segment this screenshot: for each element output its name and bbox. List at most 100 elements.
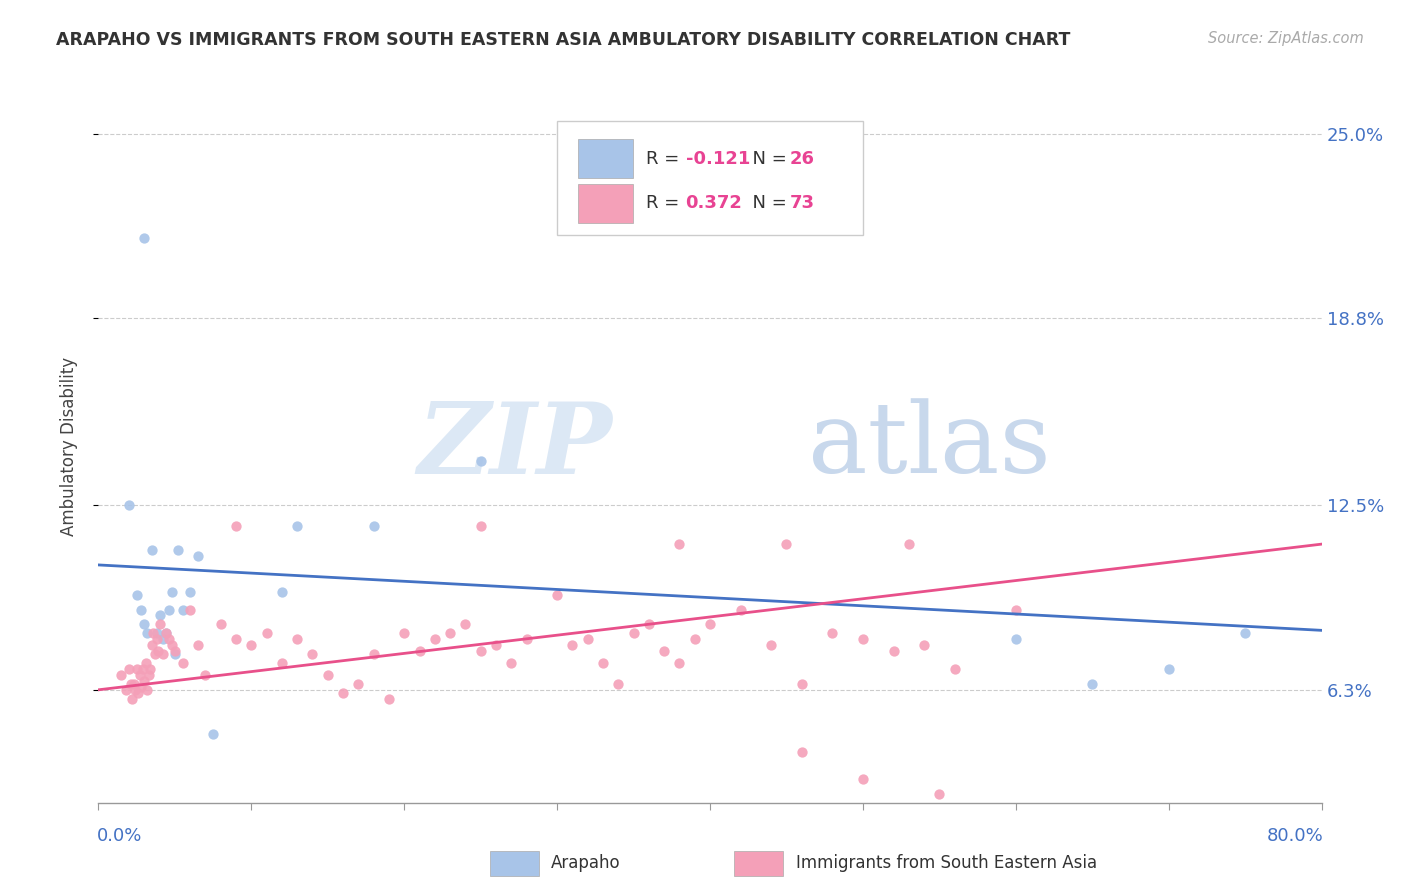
Point bbox=[129, 602, 152, 616]
Text: 26: 26 bbox=[790, 150, 814, 168]
FancyBboxPatch shape bbox=[489, 851, 538, 876]
Point bbox=[470, 519, 492, 533]
Point bbox=[439, 626, 461, 640]
Point bbox=[125, 662, 148, 676]
Point bbox=[157, 632, 180, 647]
Point bbox=[179, 584, 201, 599]
Point bbox=[516, 632, 538, 647]
Point bbox=[134, 617, 156, 632]
Point bbox=[1004, 632, 1026, 647]
Text: -0.121: -0.121 bbox=[686, 150, 749, 168]
Point bbox=[138, 668, 160, 682]
Point bbox=[155, 626, 177, 640]
Point bbox=[363, 519, 385, 533]
Point bbox=[285, 632, 308, 647]
Point bbox=[134, 231, 156, 245]
Text: 80.0%: 80.0% bbox=[1267, 827, 1323, 845]
Point bbox=[454, 617, 477, 632]
Point bbox=[759, 638, 782, 652]
Point bbox=[423, 632, 446, 647]
Point bbox=[120, 677, 142, 691]
Point bbox=[470, 454, 492, 468]
Point bbox=[883, 644, 905, 658]
Point bbox=[546, 588, 568, 602]
Point bbox=[136, 682, 159, 697]
Point bbox=[316, 668, 339, 682]
Text: ZIP: ZIP bbox=[418, 398, 612, 494]
Point bbox=[157, 602, 180, 616]
Y-axis label: Ambulatory Disability: Ambulatory Disability bbox=[59, 357, 77, 535]
Point bbox=[501, 656, 523, 670]
Point bbox=[852, 772, 875, 786]
Point bbox=[730, 602, 752, 616]
Point bbox=[912, 638, 935, 652]
Point bbox=[118, 662, 141, 676]
Point bbox=[152, 647, 174, 661]
Point bbox=[128, 668, 150, 682]
Point bbox=[1157, 662, 1180, 676]
Point bbox=[125, 588, 148, 602]
Point bbox=[122, 677, 145, 691]
Point bbox=[852, 632, 875, 647]
Point bbox=[149, 617, 172, 632]
Point bbox=[470, 644, 492, 658]
Point bbox=[790, 677, 813, 691]
FancyBboxPatch shape bbox=[734, 851, 783, 876]
Point bbox=[141, 543, 163, 558]
Point bbox=[225, 519, 247, 533]
Point bbox=[270, 656, 292, 670]
Point bbox=[652, 644, 675, 658]
Point bbox=[637, 617, 661, 632]
Point bbox=[139, 662, 162, 676]
Point bbox=[152, 632, 174, 647]
Text: 0.0%: 0.0% bbox=[97, 827, 142, 845]
Point bbox=[127, 686, 149, 700]
Point bbox=[135, 656, 157, 670]
Point bbox=[110, 668, 132, 682]
Point bbox=[179, 602, 201, 616]
Point bbox=[143, 647, 166, 661]
Point bbox=[332, 686, 354, 700]
Point bbox=[225, 632, 247, 647]
Text: R =: R = bbox=[647, 150, 685, 168]
Point bbox=[163, 647, 186, 661]
Text: 0.372: 0.372 bbox=[686, 194, 742, 212]
Text: Immigrants from South Eastern Asia: Immigrants from South Eastern Asia bbox=[796, 855, 1097, 872]
Point bbox=[194, 668, 217, 682]
Point bbox=[668, 537, 690, 551]
Point bbox=[149, 608, 172, 623]
Point bbox=[145, 626, 167, 640]
Text: N =: N = bbox=[741, 194, 792, 212]
FancyBboxPatch shape bbox=[557, 121, 863, 235]
Point bbox=[136, 626, 159, 640]
Point bbox=[408, 644, 430, 658]
Point bbox=[1081, 677, 1104, 691]
Point bbox=[172, 656, 194, 670]
Point bbox=[897, 537, 920, 551]
FancyBboxPatch shape bbox=[578, 139, 633, 178]
Text: atlas: atlas bbox=[808, 398, 1050, 494]
Text: ARAPAHO VS IMMIGRANTS FROM SOUTH EASTERN ASIA AMBULATORY DISABILITY CORRELATION : ARAPAHO VS IMMIGRANTS FROM SOUTH EASTERN… bbox=[56, 31, 1070, 49]
Point bbox=[392, 626, 416, 640]
Text: N =: N = bbox=[741, 150, 792, 168]
Point bbox=[301, 647, 323, 661]
Point bbox=[623, 626, 645, 640]
Text: Arapaho: Arapaho bbox=[551, 855, 620, 872]
Point bbox=[134, 673, 156, 688]
Point bbox=[118, 499, 141, 513]
Point bbox=[821, 626, 844, 640]
Point bbox=[943, 662, 966, 676]
Text: R =: R = bbox=[647, 194, 685, 212]
Point bbox=[363, 647, 385, 661]
Point bbox=[124, 682, 146, 697]
Point bbox=[121, 691, 143, 706]
Point bbox=[163, 644, 186, 658]
Point bbox=[172, 602, 194, 616]
Point bbox=[132, 662, 155, 676]
Point bbox=[485, 638, 508, 652]
Point bbox=[683, 632, 706, 647]
Point bbox=[668, 656, 690, 670]
Point bbox=[240, 638, 263, 652]
Point bbox=[561, 638, 583, 652]
Point bbox=[145, 632, 167, 647]
